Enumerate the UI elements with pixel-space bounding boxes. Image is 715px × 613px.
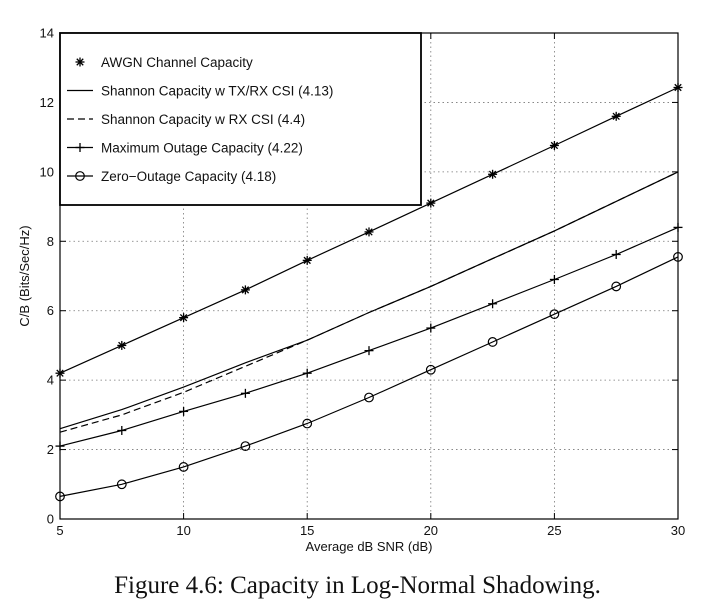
series-line-3 <box>59 226 679 447</box>
plus-marker <box>179 406 189 416</box>
asterisk-marker <box>179 313 189 323</box>
y-tick-label: 12 <box>40 95 54 110</box>
y-tick-label: 6 <box>47 303 54 318</box>
legend-label-1: Shannon Capacity w TX/RX CSI (4.13) <box>101 84 333 99</box>
circle-marker <box>178 462 189 472</box>
asterisk-marker <box>426 198 436 208</box>
asterisk-marker <box>117 340 127 350</box>
circle-marker <box>75 171 85 181</box>
circle-marker <box>487 337 498 347</box>
asterisk-stroke <box>303 256 311 265</box>
series-markers <box>55 83 683 502</box>
plus-marker <box>240 388 250 398</box>
y-tick-label: 0 <box>47 512 54 527</box>
asterisk-marker <box>611 111 621 121</box>
asterisk-stroke <box>365 228 373 236</box>
asterisk-stroke <box>427 199 435 207</box>
asterisk-stroke <box>76 58 84 66</box>
asterisk-stroke <box>179 313 188 322</box>
y-axis-label: C/B (Bits/Sec/Hz) <box>17 225 32 326</box>
asterisk-marker <box>302 255 312 265</box>
series-line-4 <box>59 256 679 497</box>
asterisk-marker <box>549 140 559 150</box>
legend-label-2: Shannon Capacity w RX CSI (4.4) <box>101 112 305 127</box>
asterisk-marker <box>240 285 250 295</box>
legend-box <box>59 32 422 206</box>
circle-marker <box>611 281 622 292</box>
y-tick-label: 14 <box>40 26 54 41</box>
circle-marker <box>116 479 127 490</box>
asterisk-stroke <box>241 286 250 294</box>
circle-marker <box>425 364 436 375</box>
plus-marker <box>75 143 85 152</box>
x-tick-label: 20 <box>424 523 438 538</box>
legend-label-4: Zero−Outage Capacity (4.18) <box>101 169 276 184</box>
legend-label-0: AWGN Channel Capacity <box>101 55 253 70</box>
x-axis-label: Average dB SNR (dB) <box>306 539 433 554</box>
asterisk-stroke <box>118 341 126 350</box>
asterisk-marker <box>75 57 85 67</box>
x-tick-label: 5 <box>56 523 63 538</box>
plus-marker <box>611 249 621 259</box>
asterisk-stroke <box>488 170 497 178</box>
y-tick-label: 2 <box>47 442 54 457</box>
circle-marker <box>240 441 251 452</box>
x-tick-label: 30 <box>671 523 685 538</box>
plus-marker <box>117 425 127 435</box>
asterisk-stroke <box>612 112 620 121</box>
y-tick-label: 10 <box>40 164 54 179</box>
asterisk-stroke <box>550 141 559 150</box>
plus-marker <box>426 323 436 333</box>
plus-marker <box>549 274 559 284</box>
y-tick-label: 4 <box>47 373 54 388</box>
plus-marker <box>302 368 312 378</box>
plus-marker <box>364 346 374 356</box>
x-tick-label: 25 <box>547 523 561 538</box>
circle-marker <box>549 309 560 320</box>
legend-label-3: Maximum Outage Capacity (4.22) <box>101 141 303 156</box>
y-tick-label: 8 <box>47 234 54 249</box>
figure-caption: Figure 4.6: Capacity in Log-Normal Shado… <box>114 572 601 599</box>
asterisk-marker <box>364 227 374 237</box>
x-tick-label: 15 <box>300 523 314 538</box>
x-tick-label: 10 <box>176 523 190 538</box>
circle-marker <box>302 418 313 429</box>
plus-marker <box>488 299 498 309</box>
legend: AWGN Channel Capacity Shannon Capacity w … <box>59 32 422 206</box>
asterisk-marker <box>488 169 498 179</box>
series-line-2 <box>59 171 679 433</box>
circle-marker <box>364 392 374 403</box>
